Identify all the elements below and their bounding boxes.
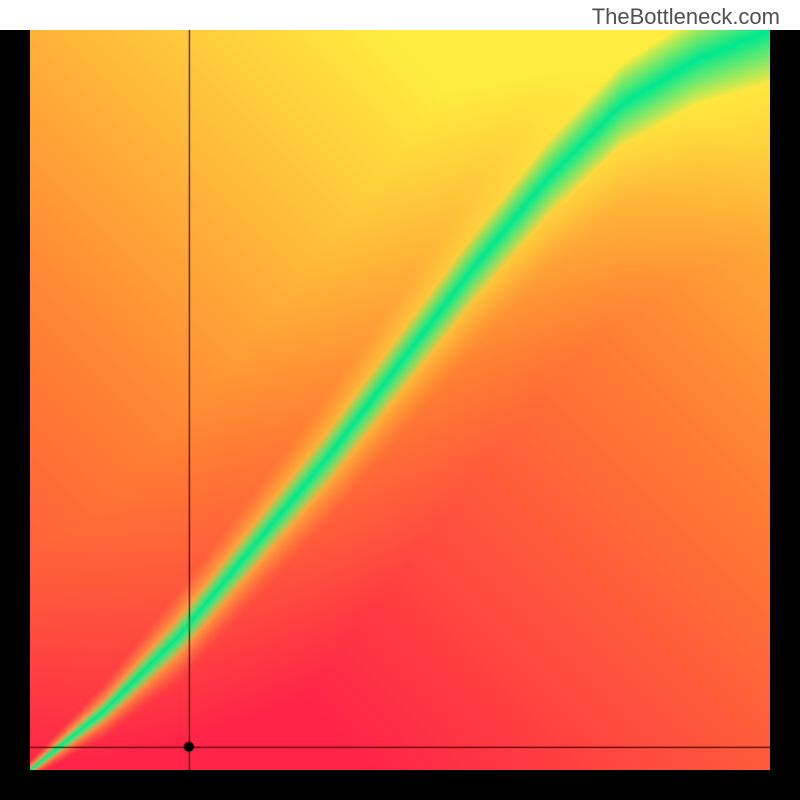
chart-frame [0,30,800,800]
watermark-text: TheBottleneck.com [592,4,780,30]
plot-area [30,30,770,770]
chart-container: TheBottleneck.com [0,0,800,800]
heatmap-canvas [30,30,770,770]
